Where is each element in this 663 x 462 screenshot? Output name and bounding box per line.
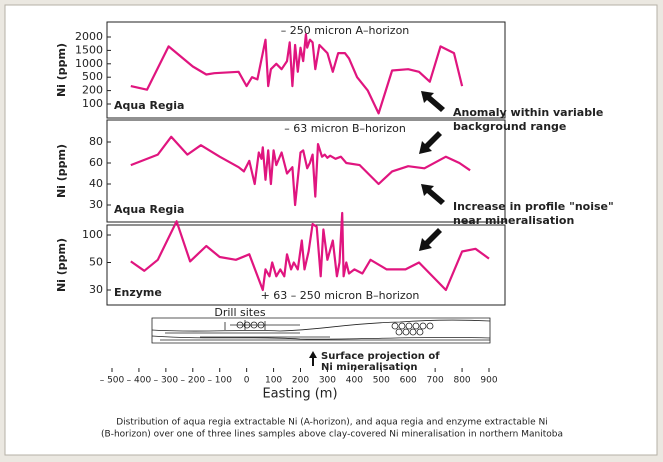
y-axis-label: Ni (ppm) [55, 238, 68, 292]
x-tick-label: – 200 [181, 376, 206, 386]
y-tick-label: 100 [82, 97, 103, 110]
panel-label: Aqua Regia [114, 203, 184, 216]
drill-sites-label: Drill sites [214, 306, 266, 319]
x-tick-label: 700 [427, 376, 444, 386]
y-tick-label: 500 [82, 70, 103, 83]
x-tick-label: – 100 [207, 376, 232, 386]
y-axis-label: Ni (ppm) [55, 144, 68, 198]
note: Anomaly within variable [453, 106, 603, 119]
y-tick-label: 30 [89, 198, 103, 211]
panel-label: Aqua Regia [114, 99, 184, 112]
panel-annotation: – 250 micron A–horizon [281, 24, 410, 37]
projection-label: Ni mineralisation [321, 362, 417, 373]
y-axis-label: Ni (ppm) [55, 43, 68, 97]
y-tick-label: 80 [89, 135, 103, 148]
y-tick-label: 40 [89, 177, 103, 190]
x-tick-label: 0 [244, 376, 250, 386]
y-tick-label: 2000 [75, 30, 103, 43]
y-tick-label: 60 [89, 156, 103, 169]
x-axis-label: Easting (m) [262, 387, 337, 402]
projection-label: Surface projection of [321, 351, 440, 362]
panel-annotation: – 63 micron B–horizon [284, 122, 406, 135]
note: background range [453, 120, 566, 133]
x-tick-label: 400 [346, 376, 363, 386]
x-tick-label: 300 [319, 376, 336, 386]
x-tick-label: – 500 [100, 376, 125, 386]
y-tick-label: 1500 [75, 43, 103, 56]
x-tick-label: 100 [265, 376, 282, 386]
x-tick-label: – 400 [127, 376, 152, 386]
caption: Distribution of aqua regia extractable N… [116, 418, 548, 428]
note: Increase in profile "noise" [453, 200, 614, 213]
y-tick-label: 50 [89, 256, 103, 269]
caption: (B-horizon) over one of three lines samp… [101, 430, 563, 440]
figure: Anomaly within variable background range… [0, 0, 663, 462]
y-tick-label: 30 [89, 283, 103, 296]
y-tick-label: 100 [82, 228, 103, 241]
y-tick-label: 200 [82, 84, 103, 97]
x-tick-label: 800 [453, 376, 470, 386]
y-tick-label: 1000 [75, 57, 103, 70]
x-tick-label: 600 [400, 376, 417, 386]
panel-label: Enzyme [114, 286, 162, 299]
x-tick-label: 900 [480, 376, 497, 386]
x-tick-label: – 300 [154, 376, 179, 386]
x-tick-label: 200 [292, 376, 309, 386]
panel-annotation: + 63 – 250 micron B–horizon [261, 289, 420, 302]
x-tick-label: 500 [373, 376, 390, 386]
